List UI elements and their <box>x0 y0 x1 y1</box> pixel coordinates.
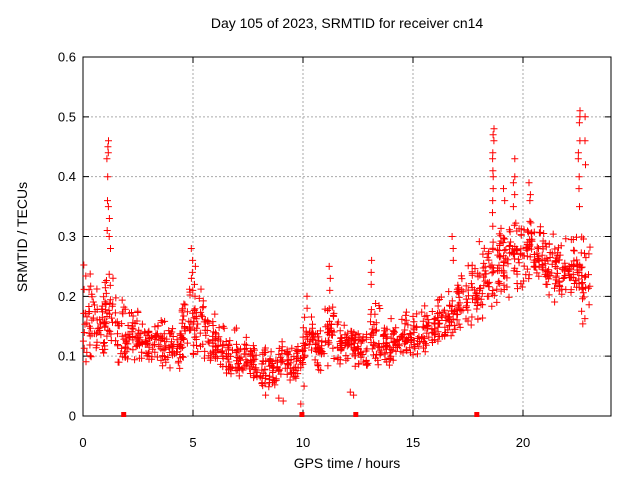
y-tick-label: 0.6 <box>58 50 76 65</box>
zero-flag-marker <box>474 412 480 417</box>
y-axis-label: SRMTID / TECUs <box>14 181 30 293</box>
zero-flag-marker <box>299 412 305 417</box>
y-tick-label: 0.4 <box>58 169 76 184</box>
tick-marks <box>82 56 611 417</box>
y-tick-label: 0.5 <box>58 109 76 124</box>
x-tick-label: 5 <box>189 435 196 450</box>
y-tick-label: 0.2 <box>58 289 76 304</box>
y-tick-label: 0 <box>69 409 76 424</box>
x-axis-label: GPS time / hours <box>293 455 401 471</box>
zero-flag-marker <box>353 412 359 417</box>
chart-title: Day 105 of 2023, SRMTID for receiver cn1… <box>210 15 484 31</box>
scatter-points <box>79 107 594 408</box>
y-tick-label: 0.1 <box>58 349 76 364</box>
zero-flag-marker <box>121 412 127 417</box>
x-tick-label: 10 <box>296 435 310 450</box>
x-tick-label: 15 <box>406 435 420 450</box>
x-tick-label: 0 <box>79 435 86 450</box>
x-tick-label: 20 <box>516 435 530 450</box>
y-tick-label: 0.3 <box>58 229 76 244</box>
